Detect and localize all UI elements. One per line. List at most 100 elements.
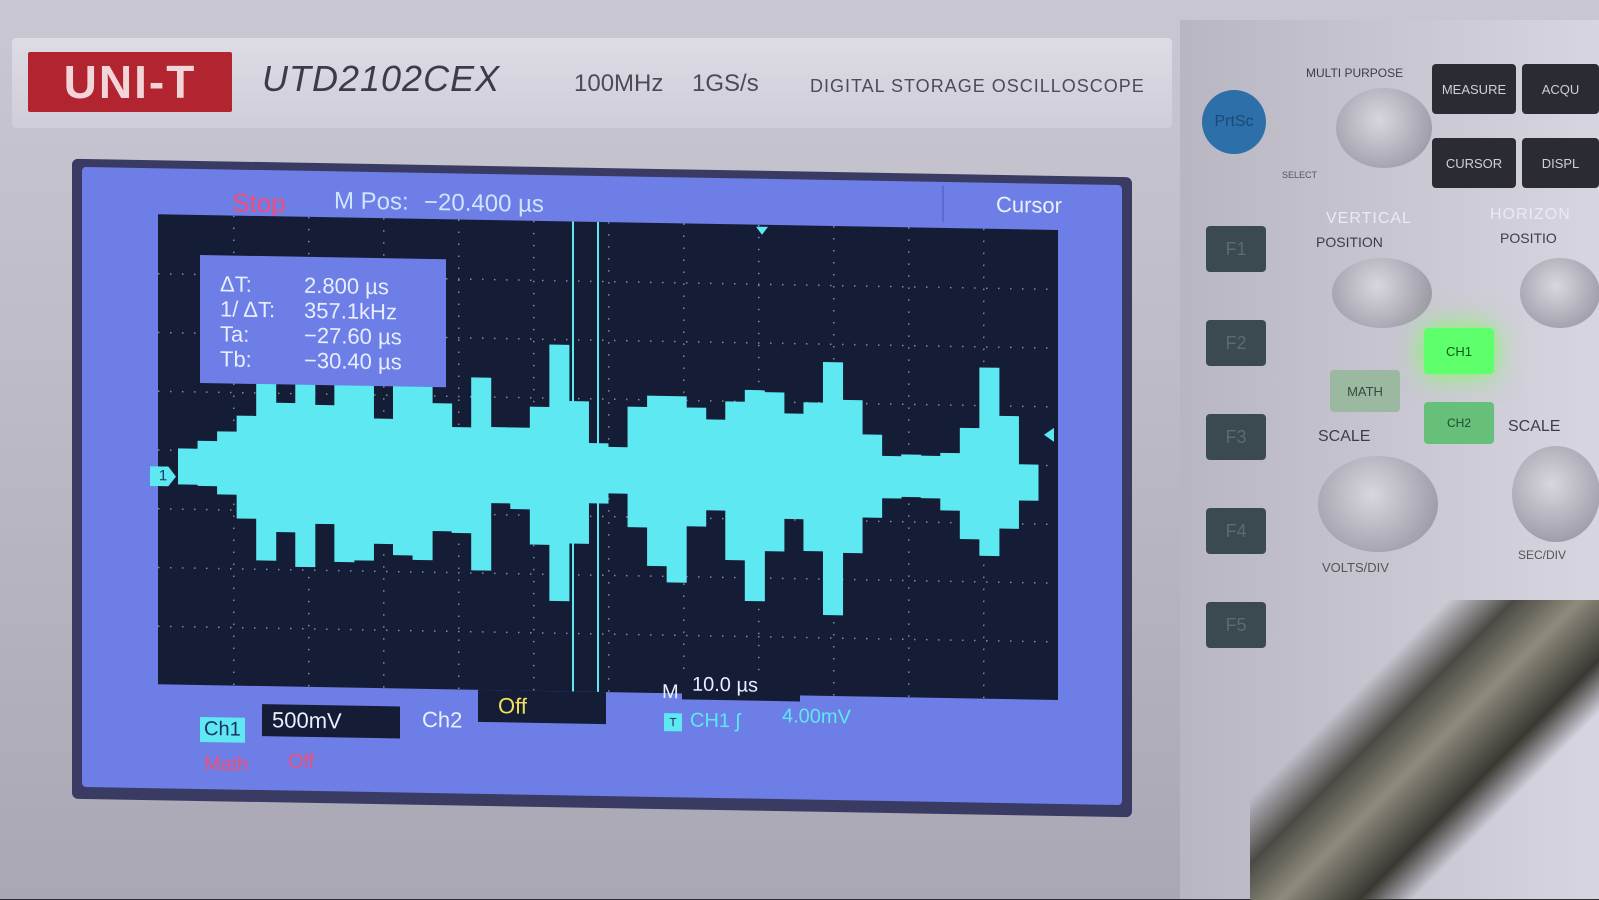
trace-segment [998,415,1019,529]
grid-dot [806,578,808,580]
vertical-scale-knob[interactable] [1318,456,1438,552]
measure-button[interactable]: MEASURE [1432,64,1516,114]
grid-dot [908,431,910,433]
grid-dot [983,300,985,303]
grid-dot [182,273,184,275]
grid-dot [383,578,385,580]
grid-dot [494,396,496,398]
grid-dot [908,563,910,565]
grid-dot [530,631,532,634]
model-name: UTD2102CEX [262,58,501,99]
grid-dot [983,672,985,675]
grid-dot [602,280,604,283]
f4-button[interactable]: F4 [1206,508,1266,554]
grid-dot [458,375,460,378]
vertical-section-label: VERTICAL [1326,210,1412,227]
grid-dot [938,521,940,524]
grid-dot [983,240,985,243]
trace-segment [217,431,238,495]
acquire-button[interactable]: ACQU [1522,64,1599,114]
grid-dot [746,283,748,285]
grid-dot [818,578,820,580]
grid-dot [338,628,340,631]
trace-segment [197,440,218,487]
display-button[interactable]: DISPL [1522,138,1599,188]
grid-dot [182,390,184,393]
grid-dot [494,572,496,575]
m-pos-label: M Pos: [334,187,409,216]
grid-dot [383,650,385,652]
ch2-label: Ch2 [422,706,463,733]
grid-dot [794,401,796,404]
grid-dot [383,626,385,628]
prtsc-button[interactable]: PrtSc [1202,90,1266,154]
grid-dot [1046,347,1048,349]
math-state: Off [288,750,315,773]
grid-dot [302,628,304,630]
grid-dot [794,519,796,521]
f1-button[interactable]: F1 [1206,226,1266,272]
volts-div-label: VOLTS/DIV [1322,560,1389,575]
grid-dot [962,639,964,642]
grid-dot [698,341,700,343]
trace-segment [471,377,492,571]
cursor-button[interactable]: CURSOR [1432,138,1516,188]
ch2-button[interactable]: CH2 [1424,402,1494,444]
horizontal-scale-knob[interactable] [1512,446,1599,542]
grid-dot [206,391,208,393]
math-button[interactable]: MATH [1330,370,1400,412]
grid-dot [578,339,580,341]
grid-dot [458,303,460,306]
grid-dot [794,577,796,580]
grid-dot [674,634,676,637]
grid-dot [233,611,235,614]
grid-dot [458,336,460,339]
grid-dot [458,571,460,574]
grid-dot [758,283,760,285]
grid-dot [533,376,535,379]
trace-segment [314,404,335,525]
grid-dot [170,566,172,569]
grid-dot [458,687,460,690]
grid-dot [383,386,385,388]
horizontal-position-knob[interactable] [1520,258,1599,328]
grid-dot [998,346,1000,348]
grid-dot [422,571,424,573]
grid-dot [866,402,868,405]
grid-dot [638,575,640,577]
grid-dot [683,619,685,621]
grid-dot [158,507,160,510]
grid-dot [194,626,196,628]
grid-dot [242,568,244,570]
grid-dot [518,396,520,399]
multi-purpose-knob[interactable] [1336,88,1432,168]
grid-dot [1034,523,1036,525]
grid-dot [608,414,610,416]
trace-segment [823,362,844,616]
grid-dot [683,247,685,249]
grid-dot [710,341,712,343]
delta-t-row: ΔT: 2.800 µs [220,271,446,300]
grid-dot [533,544,535,547]
grid-dot [182,625,184,628]
grid-dot [233,227,235,230]
trace-segment [549,344,570,602]
grid-dot [533,220,535,223]
grid-dot [806,284,808,286]
grid-dot [233,623,235,626]
grid-dot [683,607,685,609]
f3-button[interactable]: F3 [1206,414,1266,460]
grid-dot [470,337,472,339]
trace-segment [901,454,922,498]
f2-button[interactable]: F2 [1206,320,1266,366]
grid-dot [233,503,235,506]
vertical-position-knob[interactable] [1332,258,1432,328]
grid-dot [383,662,385,664]
grid-dot [614,574,616,577]
grid-dot [608,582,610,584]
grid-dot [458,555,460,558]
m-pos-value: −20.400 µs [424,188,544,218]
grid-dot [683,367,685,369]
ch1-button[interactable]: CH1 [1424,328,1494,374]
grid-dot [458,231,460,234]
